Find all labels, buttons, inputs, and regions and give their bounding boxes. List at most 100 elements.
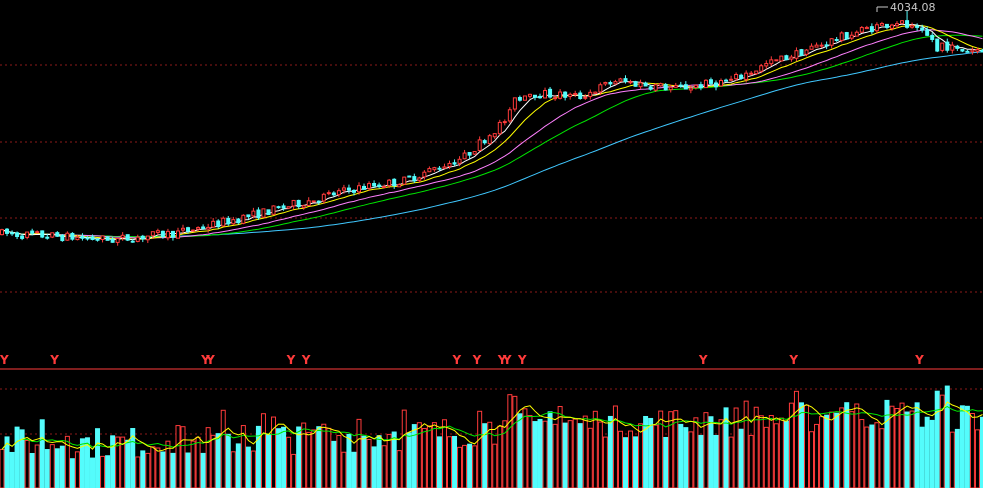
volume-bar[interactable] bbox=[814, 423, 820, 488]
volume-bar[interactable] bbox=[200, 452, 206, 488]
volume-bar[interactable] bbox=[492, 443, 498, 488]
volume-bar[interactable] bbox=[401, 409, 407, 488]
candle[interactable] bbox=[201, 224, 206, 230]
volume-bar[interactable] bbox=[130, 428, 136, 488]
candle[interactable] bbox=[186, 226, 191, 234]
volume-bar[interactable] bbox=[683, 427, 689, 488]
candle[interactable] bbox=[653, 83, 658, 92]
candle[interactable] bbox=[155, 228, 160, 235]
volume-bar[interactable] bbox=[301, 422, 307, 488]
candle[interactable] bbox=[920, 24, 925, 33]
volume-bar[interactable] bbox=[155, 447, 161, 488]
volume-bar[interactable] bbox=[849, 411, 855, 488]
candle[interactable] bbox=[216, 219, 221, 229]
candle[interactable] bbox=[864, 25, 869, 30]
volume-bar[interactable] bbox=[326, 427, 332, 488]
volume-bar[interactable] bbox=[416, 422, 422, 488]
volume-bar[interactable] bbox=[602, 436, 608, 488]
volume-bar[interactable] bbox=[331, 440, 337, 488]
volume-bar[interactable] bbox=[457, 446, 463, 488]
candle[interactable] bbox=[628, 79, 633, 85]
candle[interactable] bbox=[507, 107, 512, 124]
candle[interactable] bbox=[296, 199, 301, 209]
candle[interactable] bbox=[658, 82, 663, 87]
volume-bar[interactable] bbox=[230, 451, 236, 488]
candle[interactable] bbox=[251, 207, 256, 219]
volume-bar[interactable] bbox=[874, 422, 880, 488]
volume-bar[interactable] bbox=[748, 434, 754, 488]
volume-bar[interactable] bbox=[793, 390, 799, 488]
candle[interactable] bbox=[367, 181, 372, 191]
candle[interactable] bbox=[432, 166, 437, 172]
candle[interactable] bbox=[346, 184, 351, 194]
volume-bar[interactable] bbox=[597, 421, 603, 488]
volume-bar[interactable] bbox=[854, 403, 860, 488]
volume-bar[interactable] bbox=[974, 429, 980, 488]
candle[interactable] bbox=[100, 235, 105, 243]
volume-bar[interactable] bbox=[265, 434, 271, 488]
candle[interactable] bbox=[633, 80, 638, 87]
candle[interactable] bbox=[859, 25, 864, 33]
candle[interactable] bbox=[522, 95, 527, 101]
candle[interactable] bbox=[387, 178, 392, 189]
candle[interactable] bbox=[452, 159, 457, 166]
candle[interactable] bbox=[568, 92, 573, 100]
candle[interactable] bbox=[879, 21, 884, 26]
volume-bar[interactable] bbox=[0, 448, 5, 488]
volume-bar[interactable] bbox=[572, 418, 578, 488]
candle[interactable] bbox=[804, 49, 809, 57]
volume-bar[interactable] bbox=[592, 410, 598, 488]
candle[interactable] bbox=[693, 84, 698, 90]
volume-bar[interactable] bbox=[84, 437, 90, 488]
candle[interactable] bbox=[316, 200, 321, 205]
candle[interactable] bbox=[331, 191, 336, 197]
candle[interactable] bbox=[648, 85, 653, 91]
candle[interactable] bbox=[211, 218, 216, 228]
volume-bar[interactable] bbox=[346, 433, 352, 488]
volume-bar[interactable] bbox=[281, 426, 287, 488]
candle[interactable] bbox=[462, 149, 467, 160]
volume-bar[interactable] bbox=[909, 410, 915, 488]
volume-bar[interactable] bbox=[115, 436, 121, 488]
candle[interactable] bbox=[281, 203, 286, 211]
volume-bar[interactable] bbox=[336, 435, 342, 488]
volume-bar[interactable] bbox=[245, 446, 251, 488]
volume-bar[interactable] bbox=[653, 424, 659, 488]
candle[interactable] bbox=[170, 230, 175, 241]
volume-bar[interactable] bbox=[979, 416, 983, 488]
candle[interactable] bbox=[50, 232, 55, 239]
candle[interactable] bbox=[819, 42, 824, 49]
volume-bar[interactable] bbox=[723, 407, 729, 488]
candle[interactable] bbox=[226, 215, 231, 226]
volume-bar[interactable] bbox=[557, 406, 563, 488]
volume-bar[interactable] bbox=[376, 435, 382, 488]
candle[interactable] bbox=[739, 73, 744, 80]
volume-bar[interactable] bbox=[668, 411, 674, 488]
volume-bar[interactable] bbox=[477, 410, 483, 488]
candle[interactable] bbox=[301, 204, 306, 210]
candle[interactable] bbox=[196, 226, 201, 232]
volume-bar[interactable] bbox=[497, 425, 503, 488]
candle[interactable] bbox=[412, 173, 417, 184]
candle[interactable] bbox=[271, 205, 276, 215]
volume-bar[interactable] bbox=[125, 439, 131, 488]
volume-bar[interactable] bbox=[658, 410, 664, 488]
volume-bar[interactable] bbox=[120, 436, 126, 488]
candle[interactable] bbox=[925, 26, 930, 36]
volume-bar[interactable] bbox=[160, 451, 166, 488]
candle[interactable] bbox=[688, 85, 693, 94]
volume-bar[interactable] bbox=[929, 419, 935, 488]
volume-bar[interactable] bbox=[34, 444, 40, 488]
volume-bar[interactable] bbox=[321, 423, 327, 488]
volume-bar[interactable] bbox=[869, 424, 875, 488]
volume-bar[interactable] bbox=[59, 445, 65, 488]
volume-bar[interactable] bbox=[532, 421, 538, 488]
volume-bar[interactable] bbox=[617, 430, 623, 488]
volume-bar[interactable] bbox=[964, 405, 970, 488]
volume-bar[interactable] bbox=[240, 425, 246, 488]
candle[interactable] bbox=[150, 231, 155, 239]
candle[interactable] bbox=[548, 86, 553, 99]
volume-bar[interactable] bbox=[577, 423, 583, 488]
candle[interactable] bbox=[543, 87, 548, 99]
candle[interactable] bbox=[668, 84, 673, 93]
